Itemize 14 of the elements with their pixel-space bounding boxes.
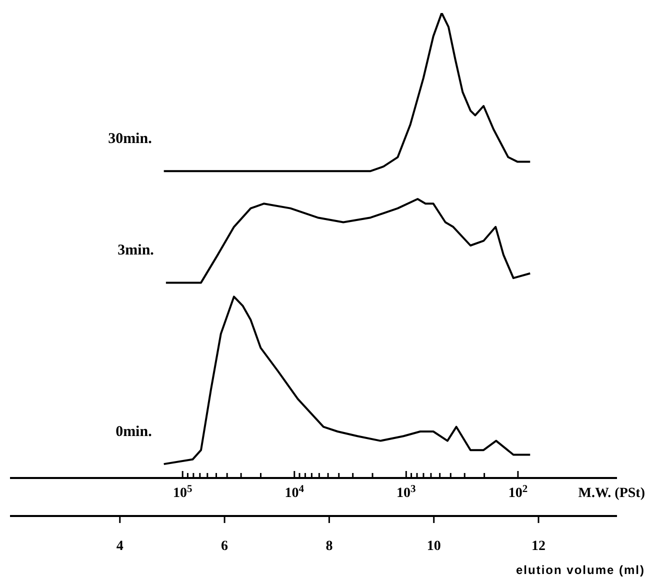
x-tick-label: 10 (426, 539, 441, 554)
x-tick-label: 4 (116, 539, 124, 554)
x2-tick-label: 10$^{2}$ (508, 484, 528, 501)
series-label: 0min. (116, 424, 152, 440)
x-tick-label: 8 (326, 539, 333, 554)
x-tick-label: 6 (221, 539, 228, 554)
x2-tick-label: 10$^{5}$ (172, 484, 192, 501)
series-label: 30min. (108, 131, 152, 148)
x2-tick-label: 10$^{3}$ (396, 484, 416, 501)
x2-axis-title: M.W. (PSt) (578, 486, 646, 501)
x2-tick-label: 10$^{4}$ (284, 484, 305, 501)
series-label: 3min. (118, 242, 154, 259)
x-tick-label: 12 (532, 539, 546, 554)
x-axis-title: elution volume (ml) (516, 563, 645, 577)
